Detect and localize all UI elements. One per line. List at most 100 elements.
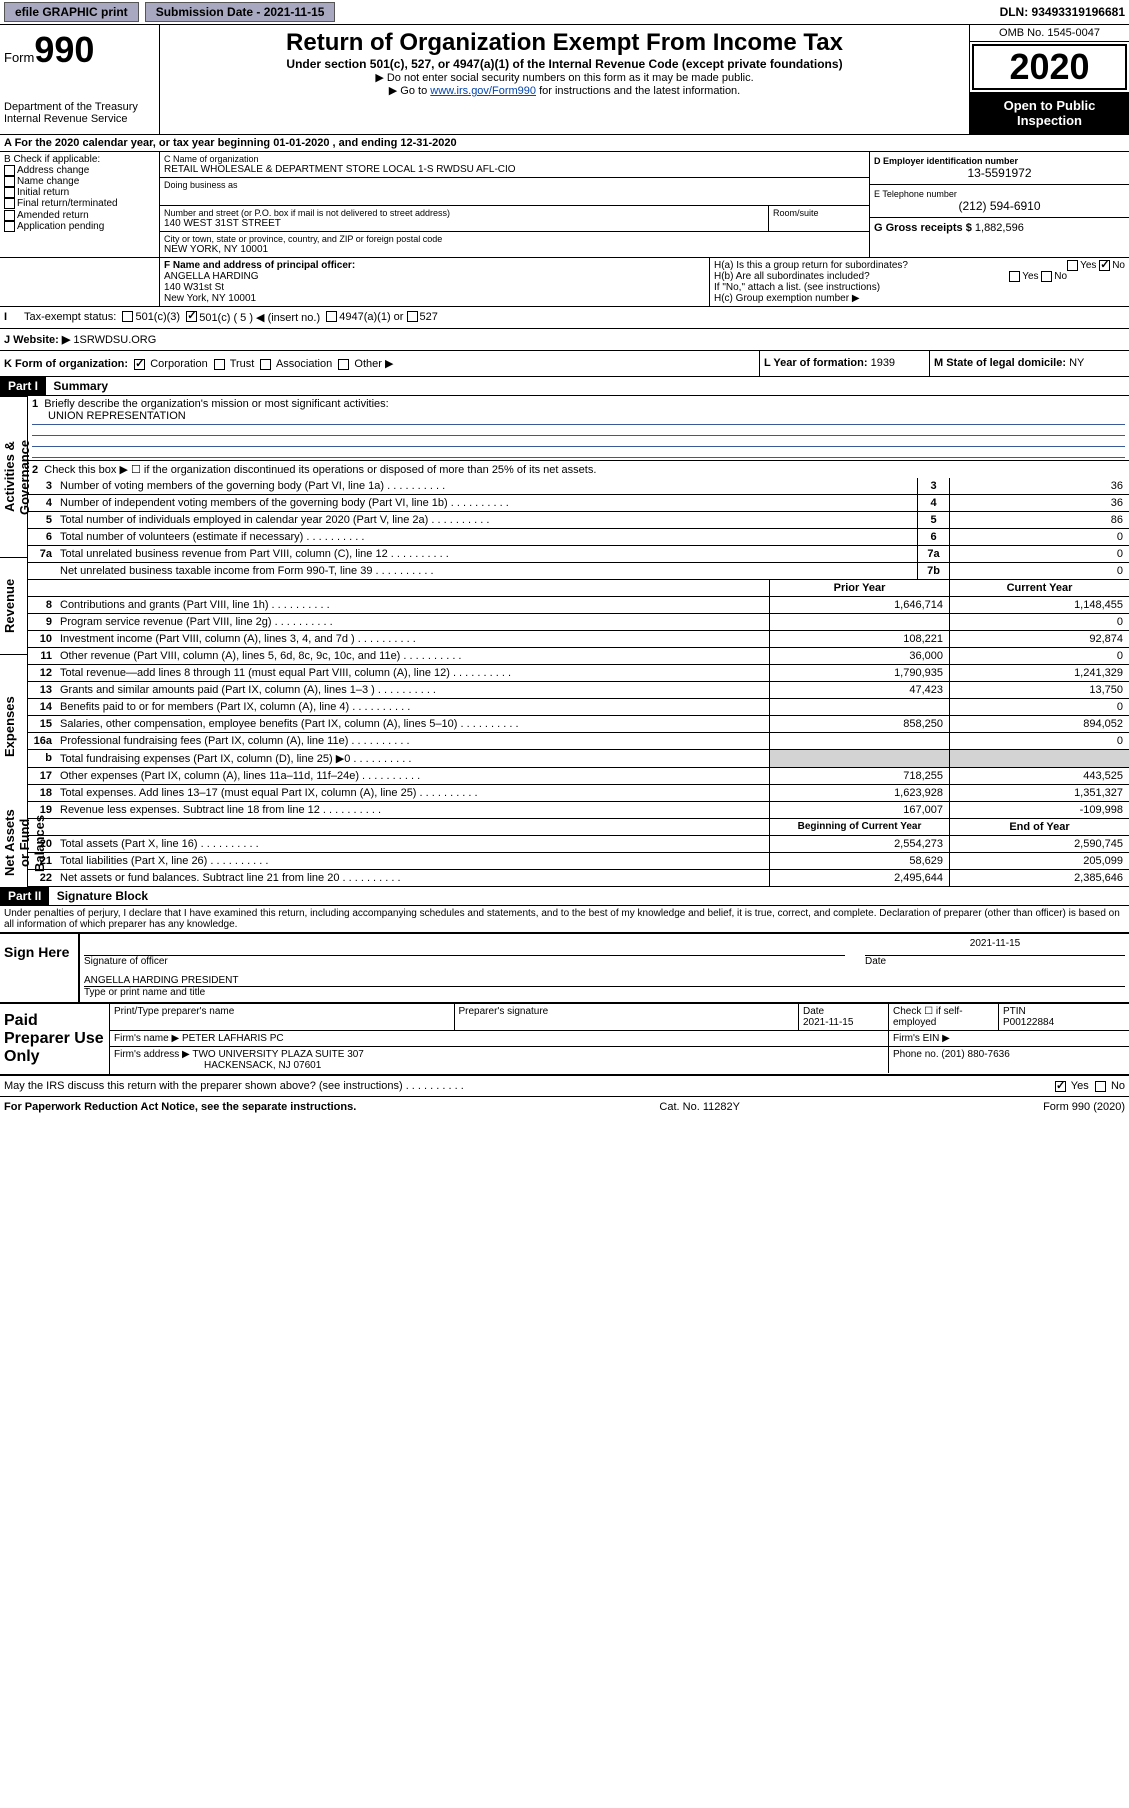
boxes-d-e-g: D Employer identification number 13-5591… <box>869 152 1129 257</box>
header-left: Form990 Department of the Treasury Inter… <box>0 25 160 134</box>
hc: H(c) Group exemption number ▶ <box>714 293 1125 304</box>
begin-year-hdr: Beginning of Current Year <box>769 819 949 835</box>
prior-year-hdr: Prior Year <box>769 580 949 596</box>
hb: H(b) Are all subordinates included? Yes … <box>714 271 1125 282</box>
goto-pre: ▶ Go to <box>389 85 430 97</box>
chk-name-change[interactable]: Name change <box>4 176 155 187</box>
chk-initial-return[interactable]: Initial return <box>4 187 155 198</box>
form-title: Return of Organization Exempt From Incom… <box>164 29 965 57</box>
group-labels: Activities & Governance Revenue Expenses… <box>0 396 28 887</box>
instruction-2: ▶ Go to www.irs.gov/Form990 for instruct… <box>164 84 965 97</box>
website-row: J Website: ▶ 1SRWDSU.ORG <box>0 329 1129 351</box>
box-h: H(a) Is this a group return for subordin… <box>709 258 1129 306</box>
net-line-22: 22Net assets or fund balances. Subtract … <box>28 870 1129 887</box>
perjury-statement: Under penalties of perjury, I declare th… <box>0 905 1129 932</box>
instruction-1: ▶ Do not enter social security numbers o… <box>164 71 965 84</box>
street: 140 WEST 31ST STREET <box>164 218 764 229</box>
box-b-label: B Check if applicable: <box>4 154 155 165</box>
dept-treasury: Department of the Treasury <box>4 101 155 113</box>
line-5: 5Total number of individuals employed in… <box>28 512 1129 529</box>
chk-final-return[interactable]: Final return/terminated <box>4 198 155 209</box>
firm-ein-label: Firm's EIN ▶ <box>889 1031 1129 1046</box>
exp-line-15: 15Salaries, other compensation, employee… <box>28 716 1129 733</box>
form-990: 990 <box>34 29 94 70</box>
part2-header: Part II Signature Block <box>0 887 1129 905</box>
efile-print-button[interactable]: efile GRAPHIC print <box>4 2 139 22</box>
grp-expenses: Expenses <box>0 654 27 799</box>
officer-addr1: 140 W31st St <box>164 282 705 293</box>
footer-right: Form 990 (2020) <box>1043 1101 1125 1113</box>
k-l-m-row: K Form of organization: Corporation Trus… <box>0 351 1129 377</box>
top-bar: efile GRAPHIC print Submission Date - 20… <box>0 0 1129 25</box>
part1-title: Summary <box>53 379 108 393</box>
ein: 13-5591972 <box>874 166 1125 180</box>
line-4: 4Number of independent voting members of… <box>28 495 1129 512</box>
goto-post: for instructions and the latest informat… <box>536 85 740 97</box>
firm-name: PETER LAFHARIS PC <box>182 1033 284 1044</box>
form-header: Form990 Department of the Treasury Inter… <box>0 25 1129 135</box>
rev-line-12: 12Total revenue—add lines 8 through 11 (… <box>28 665 1129 682</box>
net-hdr: Beginning of Current Year End of Year <box>28 819 1129 836</box>
prior-current-hdr: Prior Year Current Year <box>28 580 1129 597</box>
rev-line-10: 10Investment income (Part VIII, column (… <box>28 631 1129 648</box>
header-middle: Return of Organization Exempt From Incom… <box>160 25 969 134</box>
line-7b: Net unrelated business taxable income fr… <box>28 563 1129 580</box>
line-1: 1 Briefly describe the organization's mi… <box>28 396 1129 461</box>
end-year-hdr: End of Year <box>949 819 1129 835</box>
exp-line-19: 19Revenue less expenses. Subtract line 1… <box>28 802 1129 819</box>
phone-label: E Telephone number <box>874 189 1125 199</box>
box-b: B Check if applicable: Address change Na… <box>0 152 160 257</box>
org-name-label: C Name of organization <box>164 154 865 164</box>
sign-here-label: Sign Here <box>0 934 80 1002</box>
chk-pending[interactable]: Application pending <box>4 221 155 232</box>
box-k: K Form of organization: Corporation Trus… <box>0 351 759 376</box>
self-employed: Check ☐ if self-employed <box>889 1004 999 1030</box>
f-h-row: F Name and address of principal officer:… <box>0 257 1129 307</box>
preparer-sig-label: Preparer's signature <box>455 1004 800 1030</box>
tax-year: 2020 <box>972 44 1127 90</box>
header-right: OMB No. 1545-0047 2020 Open to Public In… <box>969 25 1129 134</box>
gross-receipts: G Gross receipts $ 1,882,596 <box>870 218 1129 238</box>
net-line-20: 20Total assets (Part X, line 16)2,554,27… <box>28 836 1129 853</box>
discuss-no[interactable] <box>1095 1081 1106 1092</box>
org-info-grid: B Check if applicable: Address change Na… <box>0 152 1129 257</box>
officer-name: ANGELLA HARDING <box>164 271 705 282</box>
grp-net: Net Assets or Fund Balances <box>0 799 27 887</box>
exp-line-b: bTotal fundraising expenses (Part IX, co… <box>28 750 1129 768</box>
city: NEW YORK, NY 10001 <box>164 244 865 255</box>
form990-link[interactable]: www.irs.gov/Form990 <box>430 85 536 97</box>
exp-line-16a: 16aProfessional fundraising fees (Part I… <box>28 733 1129 750</box>
box-f: F Name and address of principal officer:… <box>160 258 709 306</box>
rev-line-8: 8Contributions and grants (Part VIII, li… <box>28 597 1129 614</box>
section-a-tax-year: A For the 2020 calendar year, or tax yea… <box>0 135 1129 152</box>
grp-revenue: Revenue <box>0 557 27 654</box>
chk-amended[interactable]: Amended return <box>4 210 155 221</box>
officer-addr2: New York, NY 10001 <box>164 293 705 304</box>
box-c: C Name of organization RETAIL WHOLESALE … <box>160 152 869 257</box>
date-label: Date <box>865 956 1125 967</box>
part1-header: Part I Summary <box>0 377 1129 396</box>
sign-here-block: Sign Here Signature of officer 2021-11-1… <box>0 932 1129 1002</box>
line-7a: 7aTotal unrelated business revenue from … <box>28 546 1129 563</box>
dln: DLN: 93493319196681 <box>1000 5 1125 19</box>
ptin: P00122884 <box>1003 1017 1054 1028</box>
chk-address-change[interactable]: Address change <box>4 165 155 176</box>
ein-label: D Employer identification number <box>874 156 1125 166</box>
current-year-hdr: Current Year <box>949 580 1129 596</box>
exp-line-17: 17Other expenses (Part IX, column (A), l… <box>28 768 1129 785</box>
paid-preparer-block: Paid Preparer Use Only Print/Type prepar… <box>0 1002 1129 1076</box>
submission-date-button[interactable]: Submission Date - 2021-11-15 <box>145 2 336 22</box>
footer-mid: Cat. No. 11282Y <box>659 1101 740 1113</box>
org-name: RETAIL WHOLESALE & DEPARTMENT STORE LOCA… <box>164 164 865 175</box>
form-number: Form990 <box>4 29 155 71</box>
officer-typed-name: ANGELLA HARDING PRESIDENT <box>84 975 1125 987</box>
phone: (212) 594-6910 <box>874 199 1125 213</box>
subtitle-1: Under section 501(c), 527, or 4947(a)(1)… <box>164 57 965 71</box>
sig-officer-label: Signature of officer <box>84 956 845 967</box>
discuss-yes[interactable] <box>1055 1081 1066 1092</box>
discuss-row: May the IRS discuss this return with the… <box>0 1076 1129 1097</box>
prep-date: 2021-11-15 <box>803 1017 853 1028</box>
exp-line-14: 14Benefits paid to or for members (Part … <box>28 699 1129 716</box>
website-label: J Website: ▶ <box>4 334 70 346</box>
omb-number: OMB No. 1545-0047 <box>970 25 1129 42</box>
